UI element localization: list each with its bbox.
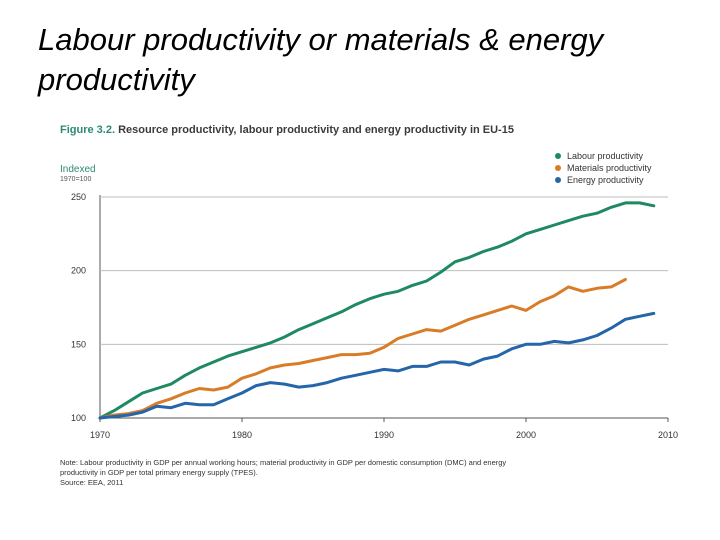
y-axis-sublabel: 1970=100 xyxy=(60,176,92,183)
y-tick-label-250: 250 xyxy=(71,192,86,202)
x-tick-label-1970: 1970 xyxy=(90,430,110,440)
figure-label: Figure 3.2. xyxy=(60,124,116,136)
chart-legend: Labour productivity Materials productivi… xyxy=(555,150,652,186)
y-tick-label-150: 150 xyxy=(71,339,86,349)
source-line: Source: EEA, 2011 xyxy=(60,478,124,487)
legend-item-labour: Labour productivity xyxy=(555,150,652,162)
x-tick-label-1980: 1980 xyxy=(232,430,252,440)
note-line-1: Note: Labour productivity in GDP per ann… xyxy=(60,458,507,467)
legend-label-energy: Energy productivity xyxy=(567,175,644,185)
y-axis-label: Indexed xyxy=(60,164,96,175)
legend-item-energy: Energy productivity xyxy=(555,174,652,186)
x-tick-label-2000: 2000 xyxy=(516,430,536,440)
legend-item-materials: Materials productivity xyxy=(555,162,652,174)
y-tick-label-100: 100 xyxy=(71,413,86,423)
y-tick-label-200: 200 xyxy=(71,266,86,276)
legend-dot-materials xyxy=(555,165,561,171)
legend-label-labour: Labour productivity xyxy=(567,151,644,161)
series-line-labour-productivity xyxy=(98,201,656,420)
figure-note: Note: Labour productivity in GDP per ann… xyxy=(60,458,660,488)
x-tick-label-2010: 2010 xyxy=(658,430,678,440)
note-line-2: productivity in GDP per total primary en… xyxy=(60,468,258,477)
series-line-materials-productivity xyxy=(98,278,627,420)
figure-caption: Figure 3.2. Resource productivity, labou… xyxy=(60,124,514,136)
figure-caption-text: Resource productivity, labour productivi… xyxy=(118,124,514,136)
legend-dot-energy xyxy=(555,177,561,183)
x-tick-label-1990: 1990 xyxy=(374,430,394,440)
legend-label-materials: Materials productivity xyxy=(567,163,652,173)
series-line-energy-productivity xyxy=(98,311,656,420)
slide-title: Labour productivity or materials & energ… xyxy=(38,22,604,97)
legend-dot-labour xyxy=(555,153,561,159)
